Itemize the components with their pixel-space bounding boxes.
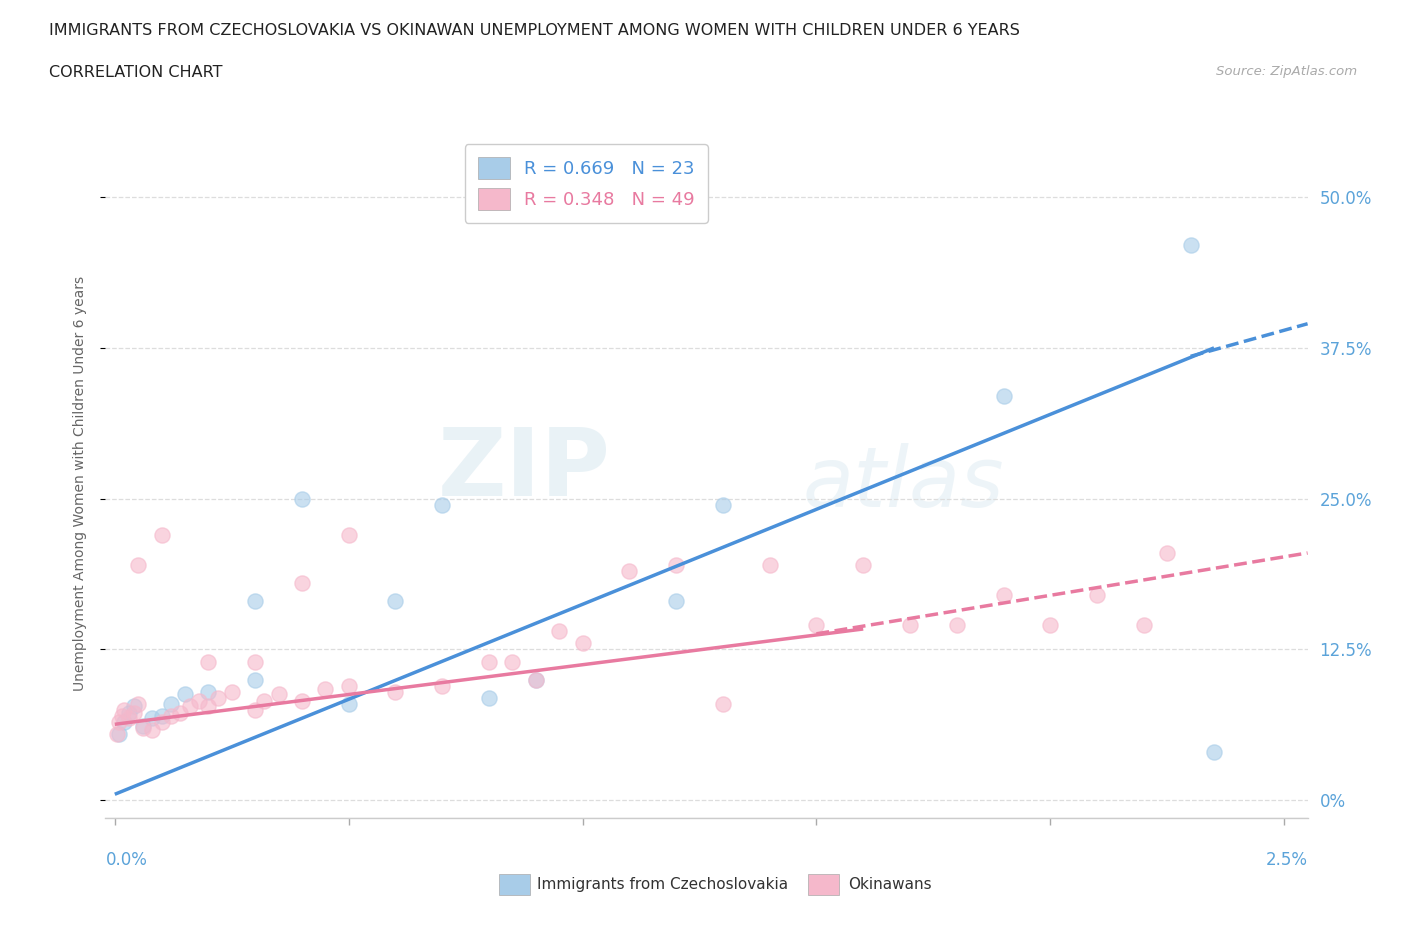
Text: Source: ZipAtlas.com: Source: ZipAtlas.com — [1216, 65, 1357, 78]
Point — [112, 702, 135, 717]
Point — [197, 654, 219, 669]
Text: Okinawans: Okinawans — [848, 877, 931, 892]
Point — [337, 527, 360, 542]
Point — [806, 618, 828, 632]
Point — [253, 694, 276, 709]
Point — [432, 678, 454, 693]
Point — [141, 711, 163, 725]
Point — [174, 686, 197, 701]
Point — [150, 709, 173, 724]
Point — [118, 711, 141, 725]
Point — [478, 654, 501, 669]
Point — [112, 714, 135, 729]
Point — [150, 527, 173, 542]
Point — [243, 702, 266, 717]
Point — [524, 672, 547, 687]
Point — [665, 593, 688, 608]
Point — [105, 726, 128, 741]
Point — [108, 714, 131, 729]
Point — [524, 672, 547, 687]
Point — [993, 389, 1015, 404]
Point — [993, 588, 1015, 603]
Point — [118, 706, 141, 721]
Point — [1039, 618, 1062, 632]
Point — [384, 684, 406, 699]
Point — [160, 709, 183, 724]
Point — [111, 709, 134, 724]
Point — [1085, 588, 1108, 603]
Point — [291, 576, 314, 591]
Point — [314, 682, 336, 697]
Point — [758, 558, 780, 573]
Point — [179, 698, 201, 713]
Point — [619, 564, 641, 578]
Point — [243, 593, 266, 608]
Text: 2.5%: 2.5% — [1265, 851, 1308, 870]
Point — [108, 726, 131, 741]
Point — [548, 624, 571, 639]
Point — [1133, 618, 1156, 632]
Point — [127, 697, 149, 711]
Point — [197, 684, 219, 699]
Point — [665, 558, 688, 573]
Point — [478, 690, 501, 705]
Point — [852, 558, 875, 573]
Point — [711, 498, 734, 512]
Text: IMMIGRANTS FROM CZECHOSLOVAKIA VS OKINAWAN UNEMPLOYMENT AMONG WOMEN WITH CHILDRE: IMMIGRANTS FROM CZECHOSLOVAKIA VS OKINAW… — [49, 23, 1021, 38]
Text: 0.0%: 0.0% — [105, 851, 148, 870]
Point — [267, 686, 290, 701]
Point — [898, 618, 921, 632]
Point — [501, 654, 523, 669]
Point — [291, 491, 314, 506]
Point — [1202, 745, 1225, 760]
Point — [337, 697, 360, 711]
Point — [132, 718, 155, 733]
Point — [141, 723, 163, 737]
Text: atlas: atlas — [803, 443, 1004, 525]
Point — [291, 694, 314, 709]
Point — [122, 698, 145, 713]
Point — [711, 697, 734, 711]
Point — [160, 697, 183, 711]
Point — [571, 636, 593, 651]
Point — [1180, 238, 1202, 253]
Legend: R = 0.669   N = 23, R = 0.348   N = 49: R = 0.669 N = 23, R = 0.348 N = 49 — [465, 144, 707, 223]
Point — [1156, 546, 1178, 561]
Point — [221, 684, 243, 699]
Point — [384, 593, 406, 608]
Point — [127, 558, 149, 573]
Point — [207, 690, 229, 705]
Point — [132, 721, 155, 736]
Point — [122, 706, 145, 721]
Text: Immigrants from Czechoslovakia: Immigrants from Czechoslovakia — [537, 877, 789, 892]
Point — [169, 706, 191, 721]
Point — [432, 498, 454, 512]
Point — [197, 698, 219, 713]
Point — [243, 672, 266, 687]
Y-axis label: Unemployment Among Women with Children Under 6 years: Unemployment Among Women with Children U… — [73, 276, 87, 691]
Point — [337, 678, 360, 693]
Point — [945, 618, 967, 632]
Point — [150, 714, 173, 729]
Text: CORRELATION CHART: CORRELATION CHART — [49, 65, 222, 80]
Point — [243, 654, 266, 669]
Text: ZIP: ZIP — [437, 424, 610, 516]
Point — [188, 694, 211, 709]
